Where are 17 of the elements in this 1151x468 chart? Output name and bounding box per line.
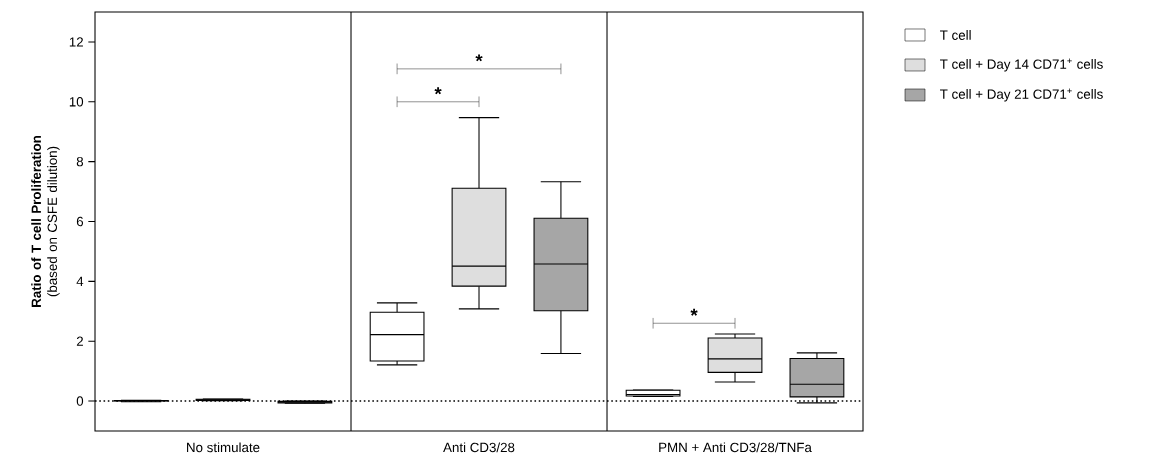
annotation: * [434, 87, 442, 95]
y-tick-label: 4 [76, 276, 84, 286]
x-tick-label: Anti CD3/28 [443, 442, 515, 453]
x-tick-label: PMN + Anti CD3/28/TNFa [659, 442, 812, 453]
y-tick-label: 6 [76, 216, 84, 227]
legend-label: T cell + Day 21 CD71$^{+}$ cells [940, 88, 1103, 102]
x-tick-label: No stimulate [187, 442, 260, 453]
y-axis-title: Ratio of T cell Proliferation (based on CSFE dilution) [31, 136, 60, 307]
y-tick-label: 12 [69, 37, 83, 47]
annotation: * [475, 54, 483, 62]
y-tick-label: 8 [76, 156, 84, 167]
y-tick-label: 2 [76, 336, 83, 346]
legend-label: T cell + Day 14 CD71$^{+}$ cells [940, 58, 1103, 72]
legend-label: T cell [940, 30, 971, 40]
annotation: * [690, 308, 698, 316]
y-tick-label: 0 [76, 396, 84, 406]
y-tick-label: 10 [69, 97, 84, 107]
